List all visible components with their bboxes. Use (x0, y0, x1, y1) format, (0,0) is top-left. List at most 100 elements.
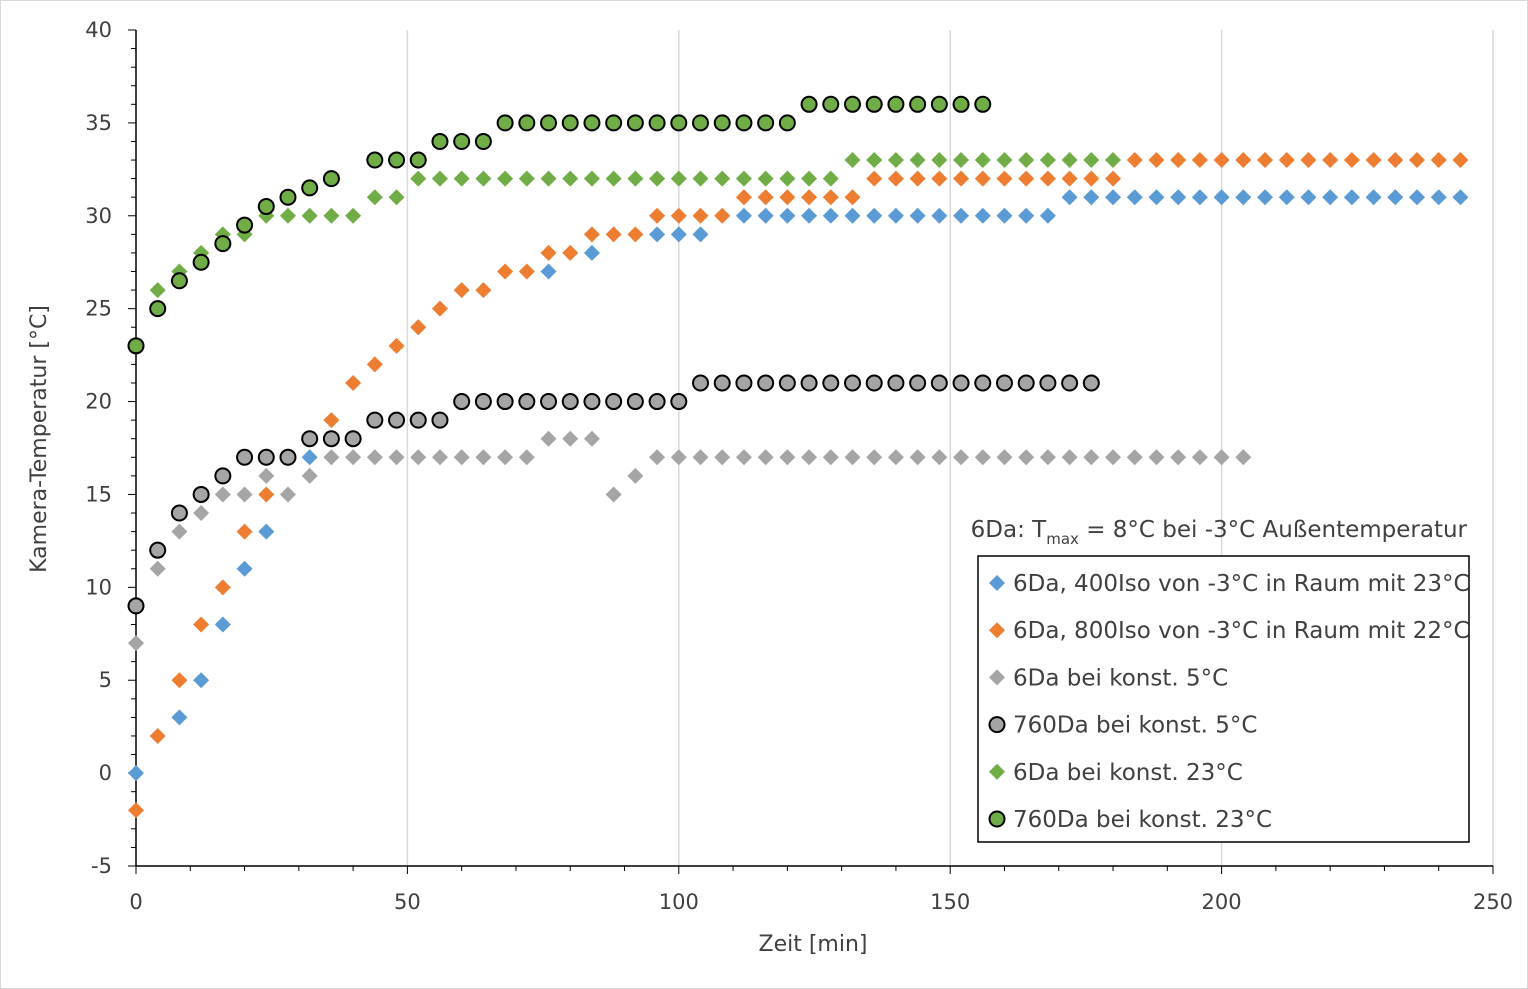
data-point (323, 412, 340, 429)
data-point (801, 170, 818, 187)
data-point (909, 152, 926, 169)
legend-circle-marker (988, 716, 1006, 734)
legend-label: 6Da, 800Iso von -3°C in Raum mit 22°C (1013, 618, 1470, 644)
series-5 (149, 152, 1122, 299)
y-tick-label: 40 (85, 18, 112, 42)
data-point (518, 393, 536, 411)
data-point (627, 170, 644, 187)
data-point (540, 393, 558, 411)
data-point (1039, 152, 1056, 169)
data-point (1213, 449, 1230, 466)
data-point (1039, 170, 1056, 187)
data-point (1365, 189, 1382, 206)
data-point (236, 486, 253, 503)
data-point (757, 207, 774, 224)
data-point (714, 170, 731, 187)
y-tick-label: 15 (85, 482, 112, 506)
data-point (562, 430, 579, 447)
data-point (170, 504, 188, 522)
data-point (1148, 449, 1165, 466)
data-point (670, 393, 688, 411)
legend-label: 6Da bei konst. 23°C (1013, 760, 1243, 786)
data-point (670, 226, 687, 243)
data-point (345, 207, 362, 224)
data-point (1061, 374, 1079, 392)
data-point (648, 114, 666, 132)
data-point (995, 374, 1013, 392)
data-point (887, 170, 904, 187)
data-point (214, 579, 231, 596)
data-point (801, 189, 818, 206)
data-point (497, 449, 514, 466)
data-point (214, 467, 232, 485)
data-point (1018, 152, 1035, 169)
data-point (410, 319, 427, 336)
data-point (1039, 207, 1056, 224)
data-point (822, 189, 839, 206)
data-point (474, 132, 492, 150)
data-point (561, 114, 579, 132)
data-point (322, 430, 340, 448)
data-point (388, 337, 405, 354)
data-point (1105, 170, 1122, 187)
y-tick-label: -5 (91, 854, 112, 878)
legend-label: 6Da bei konst. 5°C (1013, 665, 1228, 691)
data-point (583, 170, 600, 187)
data-point (1213, 152, 1230, 169)
data-point (714, 449, 731, 466)
data-point (193, 505, 210, 522)
data-point (1061, 152, 1078, 169)
data-point (1191, 449, 1208, 466)
data-point (497, 170, 514, 187)
data-point (236, 560, 253, 577)
data-point (1083, 170, 1100, 187)
data-point (822, 95, 840, 113)
data-point (496, 393, 514, 411)
data-point (388, 151, 406, 169)
data-point (735, 374, 753, 392)
data-point (844, 207, 861, 224)
series-2 (128, 152, 1469, 819)
data-point (301, 467, 318, 484)
data-point (801, 207, 818, 224)
data-point (257, 448, 275, 466)
data-point (952, 374, 970, 392)
legend-label: 760Da bei konst. 23°C (1013, 807, 1272, 833)
y-tick-label: 35 (85, 111, 112, 135)
data-point (1170, 152, 1187, 169)
data-point (779, 207, 796, 224)
data-points (127, 95, 1469, 819)
data-point (193, 616, 210, 633)
data-point (1430, 189, 1447, 206)
data-point (236, 448, 254, 466)
data-point (649, 170, 666, 187)
data-point (128, 765, 144, 782)
data-point (128, 635, 144, 652)
data-point (1278, 152, 1295, 169)
data-point (1083, 152, 1100, 169)
data-point (757, 170, 774, 187)
x-tick-label: 100 (659, 890, 699, 914)
data-point (649, 226, 666, 243)
data-point (279, 486, 296, 503)
legend-entry: 6Da bei konst. 5°C (989, 665, 1228, 691)
x-axis-title: Zeit [min] (759, 932, 868, 957)
data-point (127, 337, 145, 355)
data-point (996, 170, 1013, 187)
data-point (887, 374, 905, 392)
data-point (909, 207, 926, 224)
data-point (453, 282, 470, 299)
data-point (953, 207, 970, 224)
data-point (952, 95, 970, 113)
data-point (1322, 189, 1339, 206)
data-point (887, 207, 904, 224)
legend-entry: 760Da bei konst. 5°C (988, 713, 1257, 739)
data-point (409, 151, 427, 169)
data-point (366, 356, 383, 373)
data-point (974, 207, 991, 224)
data-point (149, 300, 167, 318)
data-point (431, 449, 448, 466)
legend: 6Da, 400Iso von -3°C in Raum mit 23°C 6Da… (977, 555, 1470, 843)
data-point (1126, 189, 1143, 206)
